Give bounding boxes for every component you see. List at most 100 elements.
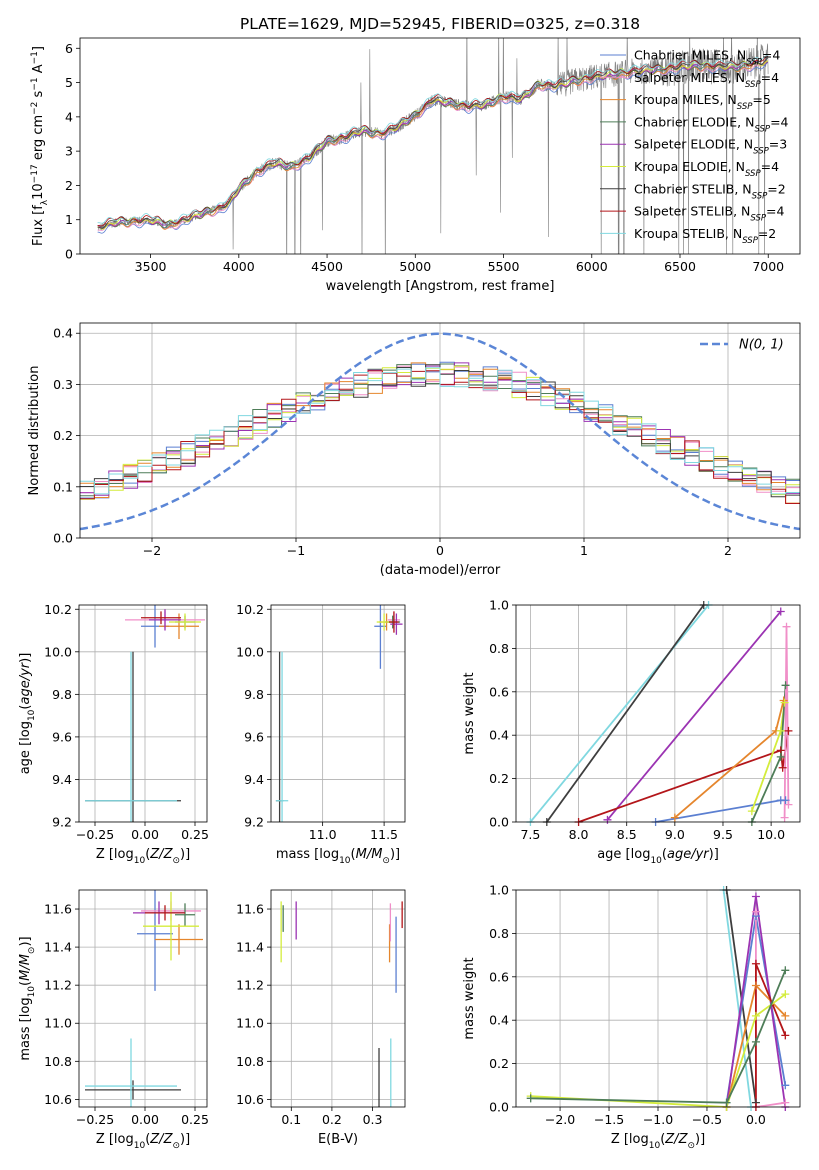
weight-marker: [670, 813, 679, 822]
plot-area: [79, 890, 207, 1107]
legend-nssp: =4: [770, 114, 788, 129]
y-axis-label: mass weight: [462, 957, 477, 1039]
legend-name: Kroupa ELODIE, N: [634, 159, 745, 174]
weight-line: [529, 605, 710, 822]
y-tick-label: 0.1: [53, 479, 73, 494]
y-tick-label: 10.8: [236, 1054, 264, 1069]
y-tick-label: 3: [65, 144, 73, 159]
spectrum-model-line: [97, 55, 768, 225]
weight-marker: [784, 726, 793, 735]
y-tick-label: 10.2: [236, 602, 264, 617]
y-tick-label: 0.6: [489, 684, 509, 699]
label-part: 10: [27, 986, 37, 998]
label-part: (: [662, 847, 667, 862]
x-tick-label: 8.0: [569, 827, 589, 842]
legend-nssp: =4: [761, 70, 779, 85]
legend-name: Chabrier ELODIE, N: [634, 114, 754, 129]
label-part: )]: [18, 936, 33, 946]
y-tick-label: 9.8: [244, 687, 264, 702]
legend-label: Chabrier ELODIE, NSSP=4: [634, 114, 789, 134]
legend-nssp: =4: [766, 204, 784, 219]
x-tick-label: 0.0: [746, 1112, 766, 1127]
axes-frame: [515, 604, 801, 823]
legend-sub: SSP: [745, 80, 761, 90]
y-tick-label: 0.4: [489, 728, 509, 743]
legend-nssp: =4: [762, 48, 780, 63]
axes-frame: [79, 37, 801, 255]
label-part: 10: [650, 856, 662, 866]
x-tick-label: 6000: [576, 259, 608, 274]
figure-title: PLATE=1629, MJD=52945, FIBERID=0325, z=0…: [240, 15, 640, 33]
x-tick-label: 7.5: [520, 827, 540, 842]
weight-marker: [526, 1094, 535, 1103]
legend-label: Chabrier STELIB, NSSP=2: [634, 181, 786, 201]
x-tick-label: 9.5: [713, 827, 733, 842]
x-tick-label: 0.00: [131, 827, 159, 842]
weight-marker: [776, 607, 785, 616]
y-tick-label: 4: [65, 109, 73, 124]
label-part: (: [145, 1132, 150, 1147]
x-axis-label: (data-model)/error: [380, 563, 501, 578]
y-tick-label: 10.0: [236, 644, 264, 659]
weight-marker: [780, 813, 789, 822]
weight-marker: [781, 1098, 790, 1107]
x-axis-label: Z [log10(Z/Z⊙)]: [611, 1132, 705, 1151]
legend-sub: SSP: [745, 169, 761, 179]
label-part: A: [31, 64, 46, 77]
x-axis-label: age [log10(age/yr)]: [597, 847, 719, 866]
weight-marker: [751, 981, 760, 990]
x-tick-label: −1.0: [643, 1112, 673, 1127]
label-part: )]: [180, 847, 190, 862]
plot-area: [516, 605, 800, 822]
label-part: (: [351, 847, 356, 862]
y-tick-label: 11.0: [236, 1016, 264, 1031]
legend-sub: SSP: [737, 102, 753, 112]
label-part: )]: [709, 847, 719, 862]
x-tick-label: 0.00: [131, 1112, 159, 1127]
weight-marker: [781, 966, 790, 975]
y-axis-label: age [log10(age/yr)]: [18, 653, 37, 775]
label-part: age [log: [597, 847, 650, 862]
weight-marker: [781, 1011, 790, 1020]
y-tick-label: 0.4: [489, 1013, 509, 1028]
y-tick-label: 11.2: [44, 978, 72, 993]
weight-line: [546, 605, 705, 822]
y-tick-label: 0.3: [53, 377, 73, 392]
y-tick-label: 10.8: [44, 1054, 72, 1069]
y-axis-label: mass [log10(M/M⊙)]: [18, 936, 37, 1060]
y-tick-label: 1: [65, 212, 73, 227]
label-part: )]: [695, 1132, 705, 1147]
legend-label: Kroupa MILES, NSSP=5: [634, 92, 771, 112]
y-tick-label: 11.6: [236, 902, 264, 917]
x-tick-label: 9.0: [665, 827, 685, 842]
x-tick-label: 0.25: [181, 1112, 209, 1127]
label-part: s: [31, 90, 46, 101]
x-axis-label: E(B-V): [318, 1132, 358, 1147]
axes-age_vs_mass: 11.0 11.5 9.2 9.4 9.6 9.8 10.0 10.2 mass [log10(…: [236, 602, 406, 866]
label-part: )]: [180, 1132, 190, 1147]
label-part: ⊙: [27, 947, 37, 955]
axes-age_vs_Z: −0.25 0.00 0.259.29.49.69.810.010.2Z [log1…: [18, 602, 209, 866]
plot-area: [97, 38, 769, 254]
x-tick-label: 6500: [664, 259, 696, 274]
x-tick-label: 5500: [488, 259, 520, 274]
weight-marker: [781, 1081, 790, 1090]
label-part: age/yr: [18, 661, 33, 704]
weight-marker: [776, 726, 785, 735]
plot-area: [79, 605, 207, 822]
weight-marker: [751, 1011, 760, 1020]
label-part: −2: [30, 102, 40, 115]
label-part: Z [log: [611, 1132, 649, 1147]
axes-frame: [78, 604, 208, 823]
x-tick-label: 0.25: [181, 827, 209, 842]
plot-area: [271, 890, 405, 1107]
x-tick-label: −0.5: [692, 1112, 722, 1127]
x-tick-label: 2: [724, 543, 732, 558]
y-tick-label: 9.8: [52, 687, 72, 702]
y-tick-label: 9.4: [244, 772, 264, 787]
legend-label: Chabrier MILES, NSSP=4: [634, 48, 780, 68]
residual-histogram: [80, 367, 800, 495]
axes-residuals: −2 −1 0 1 2 0.0 0.1 0.2 0.3 0.4 (data-model)/error…: [27, 322, 801, 578]
y-tick-label: 1.0: [489, 883, 509, 898]
label-part: M/M: [356, 847, 383, 862]
